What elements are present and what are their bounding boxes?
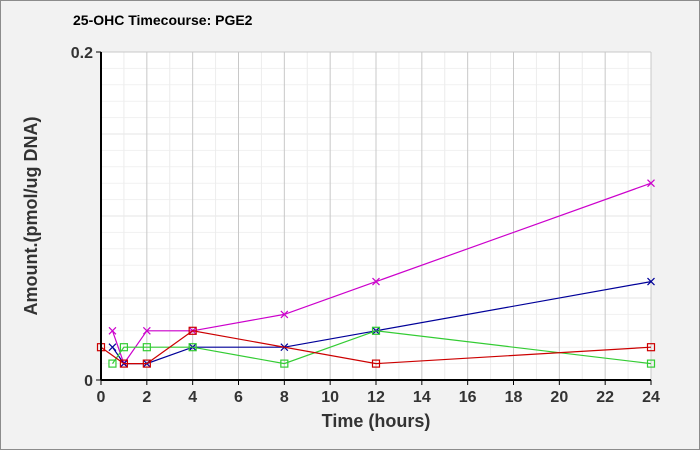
data-point-x [142, 326, 151, 335]
series-layer [96, 179, 656, 368]
marker-stroke [280, 310, 289, 319]
x-tick-label: 22 [596, 389, 614, 406]
x-tick-label: 14 [413, 389, 431, 406]
marker-stroke [108, 343, 117, 352]
y-tick-label: 0.2 [71, 45, 93, 62]
series-3 [108, 326, 656, 368]
data-point-x [280, 310, 289, 319]
marker-stroke [108, 326, 117, 335]
x-tick-label: 24 [642, 389, 660, 406]
data-point-x [647, 277, 655, 286]
data-point-x [108, 326, 117, 335]
x-tick-label: 6 [234, 389, 243, 406]
data-point-square [142, 343, 151, 352]
marker-stroke [647, 277, 655, 286]
data-point-square [119, 343, 129, 352]
data-point-square [188, 343, 197, 352]
data-point-square [142, 359, 151, 368]
data-point-square [646, 359, 656, 368]
marker-stroke [647, 179, 655, 188]
x-axis-title: Time (hours) [322, 411, 431, 431]
data-point-square [371, 326, 381, 335]
data-point-square [371, 359, 381, 368]
chart-title: 25-OHC Timecourse: PGE2 [73, 12, 253, 28]
data-point-square [108, 359, 117, 368]
x-tick-label: 0 [97, 389, 106, 406]
marker-stroke [372, 277, 380, 286]
data-point-square [646, 343, 656, 352]
x-tick-label: 4 [188, 389, 197, 406]
x-tick-label: 10 [321, 389, 339, 406]
x-tick-label: 20 [550, 389, 568, 406]
data-point-x [108, 343, 117, 352]
data-point-square [188, 326, 197, 335]
x-tick-label: 12 [367, 389, 385, 406]
y-axis-title: Amount.(pmol/ug DNA) [21, 117, 41, 316]
data-point-x [372, 277, 380, 286]
x-tick-label: 18 [505, 389, 523, 406]
data-point-square [119, 359, 129, 368]
x-tick-label: 16 [459, 389, 477, 406]
series-line [112, 330, 652, 365]
data-point-square [280, 359, 289, 368]
x-tick-label: 8 [280, 389, 289, 406]
data-point-x [647, 179, 655, 188]
series-4 [96, 326, 656, 368]
x-tick-label: 2 [142, 389, 151, 406]
marker-stroke [142, 326, 151, 335]
y-tick-label: 0 [84, 373, 93, 390]
